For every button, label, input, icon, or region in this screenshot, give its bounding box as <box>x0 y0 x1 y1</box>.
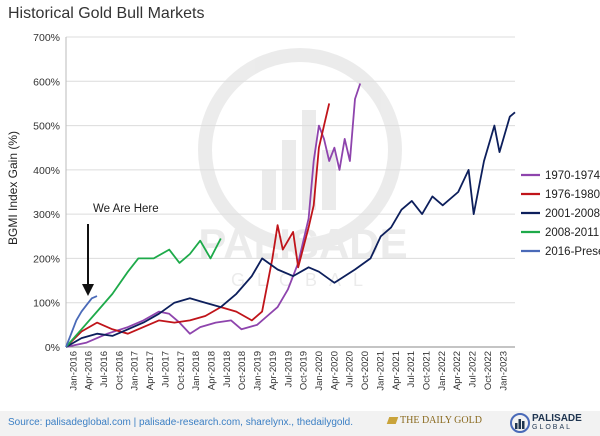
footer-bar: Source: palisadeglobal.com | palisade-re… <box>0 411 600 436</box>
x-tick-label: Apr-2021 <box>391 351 402 390</box>
series-line-2001-2008 <box>65 111 516 348</box>
y-tick-label: 0% <box>45 342 60 354</box>
series-line-2016-Present <box>65 295 98 348</box>
x-tick-label: Apr-2019 <box>268 351 279 390</box>
x-tick-label: Jan-2020 <box>314 351 325 391</box>
y-tick-label: 200% <box>33 253 60 265</box>
x-tick-label: Jan-2017 <box>130 351 141 391</box>
thedailygold-logo: THE DAILY GOLD <box>386 415 482 426</box>
watermark-bar <box>262 170 276 210</box>
we-are-here-annotation: We Are Here <box>82 203 159 296</box>
x-tick-label: Apr-2016 <box>84 351 95 390</box>
x-tick-label: Oct-2016 <box>114 351 125 390</box>
y-tick-label: 100% <box>33 298 60 310</box>
x-tick-label: Jan-2018 <box>191 351 202 391</box>
watermark-bar <box>282 140 296 210</box>
x-tick-label: Oct-2018 <box>237 351 248 390</box>
annotation-text: We Are Here <box>93 203 159 215</box>
legend-label-1976-1980: 1976-1980 <box>545 189 600 201</box>
y-tick-label: 300% <box>33 209 60 221</box>
x-axis-ticks: Jan-2016 Apr-2016 Jul-2016 Oct-2016 Jan-2017… <box>68 351 509 391</box>
legend-label-1970-1974: 1970-1974 <box>545 170 600 182</box>
x-tick-label: Oct-2021 <box>422 351 433 390</box>
palisade-logo-icon <box>510 413 530 433</box>
y-tick-label: 700% <box>33 32 60 44</box>
x-tick-label: Jul-2018 <box>222 351 233 387</box>
x-tick-label: Apr-2017 <box>145 351 156 390</box>
y-axis-title: BGMI Index Gain (%) <box>6 131 20 245</box>
thedailygold-logo-text: THE DAILY GOLD <box>400 415 482 426</box>
x-tick-label: Oct-2017 <box>176 351 187 390</box>
x-tick-label: Jan-2021 <box>375 351 386 391</box>
chart-canvas: PALISADE GLOBAL 0% 100% 200% 300% 400% 500% 60… <box>6 32 600 391</box>
legend-label-2008-2011: 2008-2011 <box>545 227 599 239</box>
x-tick-label: Jul-2021 <box>406 351 417 387</box>
x-tick-label: Jan-2019 <box>253 351 264 391</box>
x-tick-label: Jan-2016 <box>68 351 79 391</box>
gridlines <box>65 36 515 348</box>
annotation-arrow-head <box>82 284 94 296</box>
x-tick-label: Jul-2017 <box>160 351 171 387</box>
y-axis-ticks: 0% 100% 200% 300% 400% 500% 600% 700% <box>33 32 60 354</box>
x-tick-label: Oct-2019 <box>299 351 310 390</box>
series-line-2008-2011 <box>65 238 222 348</box>
watermark-sub: GLOBAL <box>231 270 375 290</box>
source-text: Source: palisadeglobal.com | palisade-re… <box>8 417 354 428</box>
x-tick-label: Apr-2018 <box>207 351 218 390</box>
gold-bar-icon <box>386 417 399 425</box>
watermark: PALISADE GLOBAL <box>198 48 408 290</box>
series-line-1976-1980 <box>65 103 331 348</box>
x-tick-label: Oct-2020 <box>360 351 371 390</box>
x-tick-label: Oct-2022 <box>483 351 494 390</box>
x-tick-label: Jan-2022 <box>437 351 448 391</box>
palisade-logo: PALISADE GLOBAL <box>510 412 598 435</box>
chart-title: Historical Gold Bull Markets <box>8 5 205 22</box>
x-tick-label: Jul-2019 <box>283 351 294 387</box>
x-tick-label: Apr-2022 <box>452 351 463 390</box>
x-tick-label: Jul-2020 <box>345 351 356 387</box>
legend-label-2016-Present: 2016-Present <box>545 246 600 258</box>
series-layer <box>65 83 516 348</box>
y-tick-label: 400% <box>33 165 60 177</box>
x-tick-label: Jul-2022 <box>468 351 479 387</box>
watermark-bar <box>302 110 316 210</box>
palisade-logo-name: PALISADE <box>532 413 582 424</box>
watermark-bar <box>322 150 336 210</box>
x-tick-label: Apr-2020 <box>329 351 340 390</box>
palisade-logo-sub: GLOBAL <box>532 424 573 431</box>
legend: 1970-1974 1976-1980 2001-2008 2008-2011 2016… <box>521 170 600 258</box>
series-line-1970-1974 <box>65 83 362 348</box>
y-tick-label: 500% <box>33 121 60 133</box>
watermark-ring <box>198 48 402 252</box>
y-tick-label: 600% <box>33 76 60 88</box>
x-tick-label: Jul-2016 <box>99 351 110 387</box>
x-tick-label: Jan-2023 <box>498 351 509 391</box>
legend-label-2001-2008: 2001-2008 <box>545 208 600 220</box>
